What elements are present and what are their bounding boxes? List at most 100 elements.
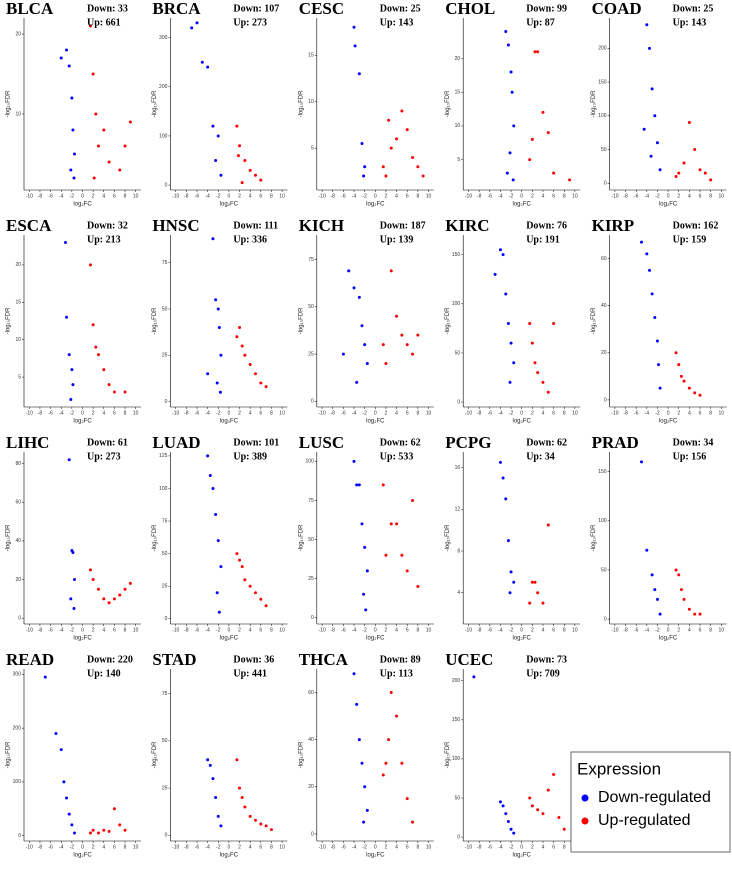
y-tick-label: 12 [455,507,461,513]
point [653,315,657,319]
point [509,70,513,74]
x-tick-label: -10 [319,627,326,633]
point [677,573,681,577]
point [253,818,257,822]
x-tick-label: 10 [719,627,725,633]
point [92,176,96,180]
y-tick-label: 20 [15,577,21,583]
point [214,513,218,517]
x-tick-label: -2 [362,844,367,850]
point [357,483,361,487]
point [508,591,512,595]
x-tick-label: -8 [184,627,189,633]
x-tick-label: 8 [124,844,127,850]
x-tick-label: -2 [509,410,514,416]
point [679,588,683,592]
point [216,134,220,138]
y-tick-label: 10 [15,337,21,343]
x-tick-label: -8 [331,410,336,416]
y-tick-label: 100 [598,518,607,524]
panel-title: LUSC [299,433,344,452]
point [248,168,252,172]
x-tick-label: 2 [677,627,680,633]
point [67,353,71,357]
point [512,124,516,128]
point [365,362,369,366]
point [682,379,686,383]
point [709,178,713,182]
point [259,597,263,601]
point [63,240,67,244]
x-axis-label: log₂FC [366,636,385,642]
point [107,829,111,833]
x-tick-label: 6 [113,844,116,850]
panel-title: KIRC [445,216,489,235]
point [362,174,366,178]
point [546,523,550,527]
x-tick-label: 6 [552,844,555,850]
point [360,324,364,328]
y-tick-label: 20 [455,56,461,62]
y-axis-label: -log₁₀FDR [6,90,12,118]
x-tick-label: -4 [352,193,357,199]
x-tick-label: -8 [477,193,482,199]
x-axis-label: log₂FC [366,419,385,425]
count-annotation: Down: 32 [87,220,128,231]
x-tick-label: -4 [645,193,650,199]
point [43,675,47,679]
y-tick-label: 80 [15,461,21,467]
y-tick-label: 150 [598,469,607,475]
x-tick-label: -10 [465,627,472,633]
point [693,391,697,395]
x-tick-label: -8 [623,627,628,633]
count-annotation: Up: 113 [380,668,413,679]
x-tick-label: 4 [102,410,105,416]
count-annotation: Down: 107 [233,3,279,14]
point [506,819,510,823]
y-axis-label: -log₁₀FDR [298,524,304,552]
point [528,601,532,605]
point [679,374,683,378]
panel-title: HNSC [152,216,199,235]
x-tick-label: -10 [172,627,179,633]
x-tick-label: -4 [352,627,357,633]
point [405,343,409,347]
x-tick-label: 2 [385,410,388,416]
y-tick-label: 50 [162,306,168,312]
point [363,343,367,347]
y-tick-label: 50 [455,350,461,356]
point [91,578,95,582]
y-tick-label: 300 [13,672,22,678]
point [264,385,268,389]
x-tick-label: -4 [352,410,357,416]
x-tick-label: 4 [542,844,545,850]
point [206,65,210,69]
point [653,114,657,118]
x-tick-label: 10 [133,627,139,633]
point [541,812,545,816]
point [411,820,415,824]
point [400,761,404,765]
point [509,570,513,574]
x-tick-label: 6 [699,410,702,416]
x-tick-label: 4 [688,627,691,633]
point [647,268,651,272]
point [501,253,505,257]
y-tick-label: 100 [13,779,22,785]
point [357,738,361,742]
point [400,333,404,337]
y-tick-label: 15 [455,90,461,96]
point [112,390,116,394]
point [118,593,122,597]
point [568,178,572,182]
point [123,587,127,591]
x-tick-label: -8 [331,844,336,850]
y-axis-label: -log₁₀FDR [298,307,304,335]
x-tick-label: 10 [133,193,139,199]
x-tick-label: 0 [228,410,231,416]
point [112,597,116,601]
x-tick-label: -8 [38,410,43,416]
x-tick-label: 10 [279,627,285,633]
x-tick-label: -4 [205,410,210,416]
point [70,368,74,372]
